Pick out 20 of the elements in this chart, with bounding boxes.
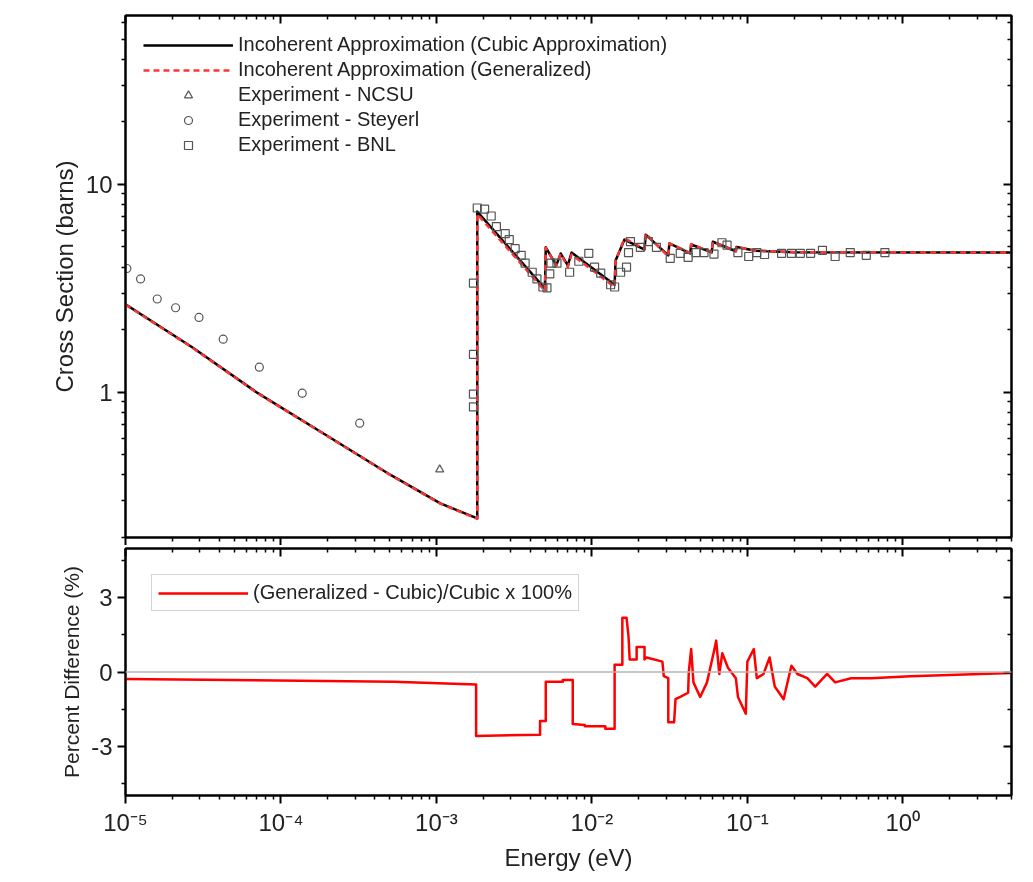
legend-label: (Generalized - Cubic)/Cubic x 100% bbox=[253, 581, 573, 604]
x-tick-label: 10⁻⁵ bbox=[103, 808, 148, 836]
y-tick-label: 3 bbox=[99, 584, 113, 612]
y-tick-label: -3 bbox=[91, 732, 113, 760]
x-axis-title: Energy (eV) bbox=[504, 843, 633, 871]
x-tick-label: 10⁻² bbox=[570, 808, 614, 836]
y-tick-label: 0 bbox=[99, 658, 113, 686]
legend-label: Incoherent Approximation (Generalized) bbox=[238, 58, 592, 81]
x-tick-label: 10⁻¹ bbox=[726, 808, 769, 836]
y-tick-label: 10 bbox=[85, 170, 113, 198]
x-tick-label: 10⁻³ bbox=[415, 808, 458, 836]
x-tick-label: 10⁰ bbox=[885, 808, 921, 836]
y-tick-label: 1 bbox=[99, 378, 113, 406]
legend-label: Experiment - Steyerl bbox=[238, 108, 420, 131]
legend-label: Incoherent Approximation (Cubic Approximation) bbox=[238, 33, 668, 56]
y-axis-title: Cross Section (barns) bbox=[50, 160, 78, 393]
legend-label: Experiment - BNL bbox=[238, 133, 396, 156]
y-axis-title: Percent Difference (%) bbox=[60, 565, 84, 779]
legend-label: Experiment - NCSU bbox=[238, 83, 414, 106]
x-tick-label: 10⁻⁴ bbox=[258, 808, 304, 836]
